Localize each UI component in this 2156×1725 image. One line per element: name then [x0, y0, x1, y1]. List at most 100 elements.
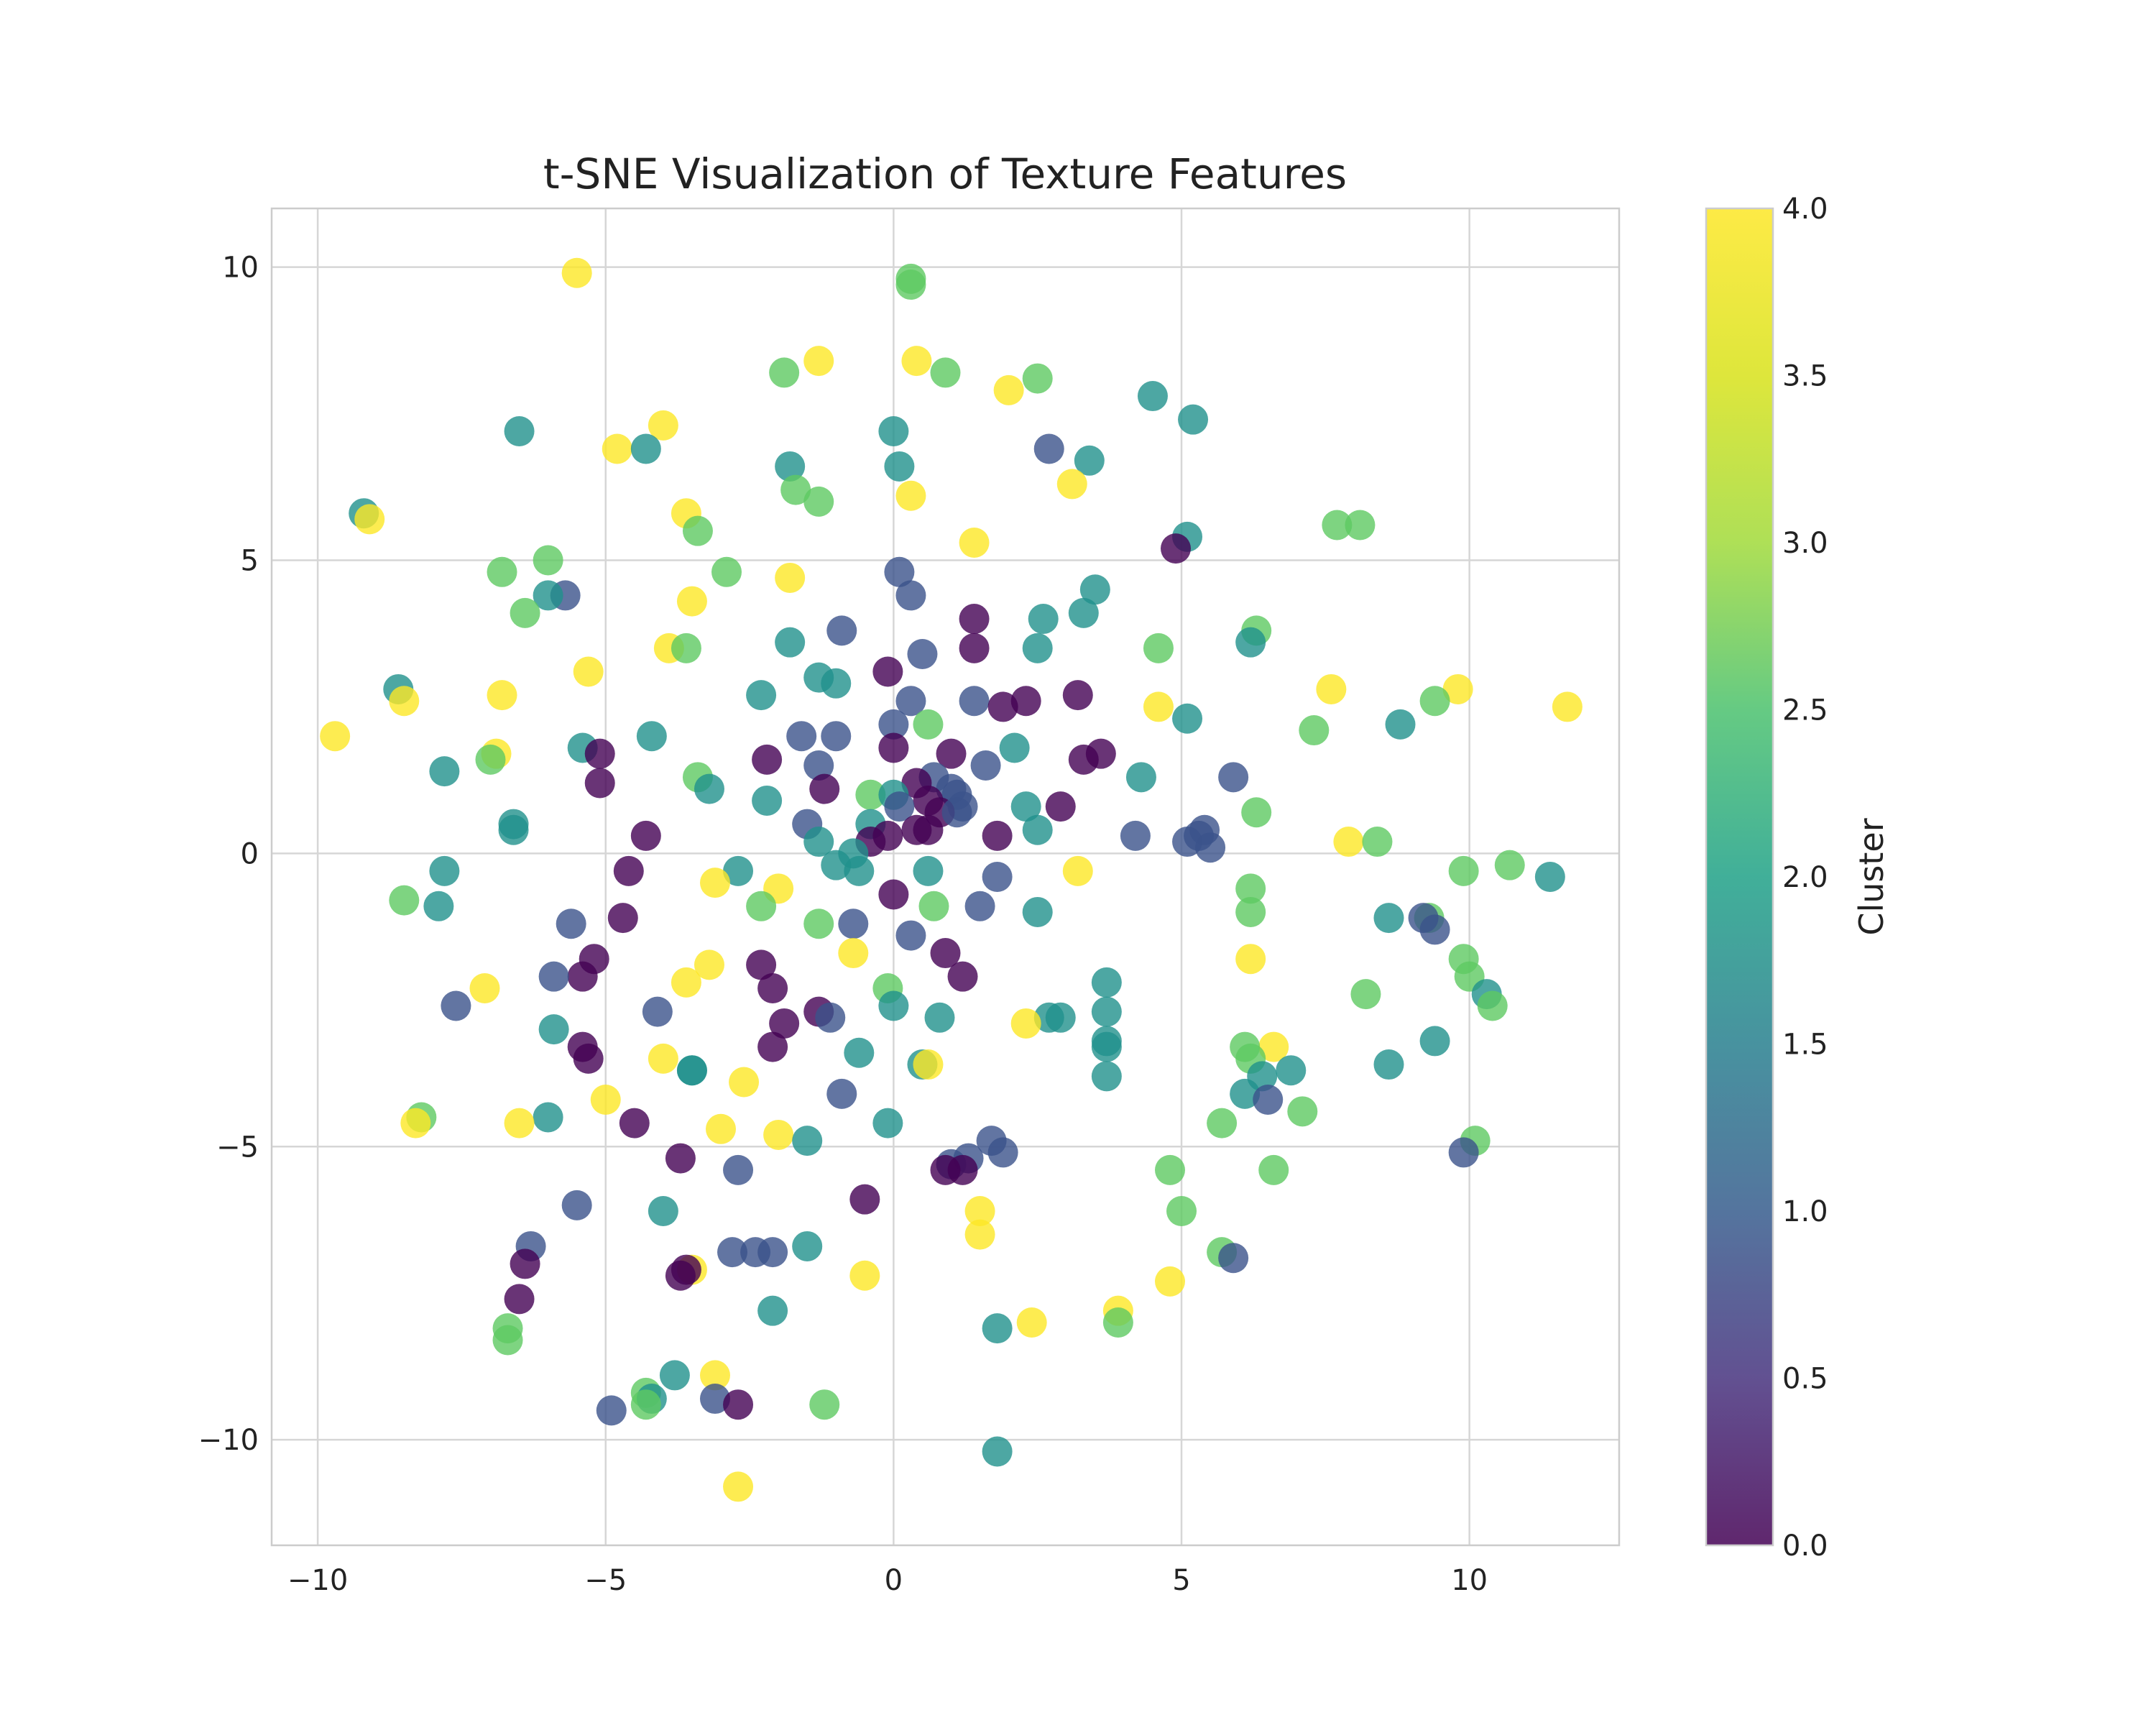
data-point — [884, 451, 915, 482]
data-point — [1068, 597, 1099, 628]
data-point — [895, 270, 926, 300]
data-point — [803, 750, 834, 781]
data-point — [1022, 896, 1053, 927]
data-point — [1074, 445, 1105, 476]
data-point — [538, 1014, 569, 1045]
data-point — [1166, 1196, 1197, 1226]
data-point — [803, 908, 834, 939]
data-point — [884, 791, 915, 822]
data-point — [699, 1360, 730, 1391]
data-point — [619, 1108, 650, 1138]
data-point — [648, 1196, 678, 1226]
data-point — [1161, 533, 1192, 564]
data-point — [1287, 1096, 1318, 1127]
data-point — [1010, 686, 1041, 717]
data-point — [429, 855, 460, 886]
data-point — [1010, 1008, 1041, 1039]
y-tick-label: −10 — [198, 1424, 259, 1457]
data-point — [809, 1389, 840, 1420]
data-point — [1010, 791, 1041, 822]
data-point — [964, 1219, 995, 1250]
data-point — [970, 750, 1001, 781]
data-point — [717, 1237, 748, 1268]
data-point — [1137, 381, 1168, 412]
data-point — [1362, 827, 1393, 857]
data-point — [538, 961, 569, 992]
data-point — [775, 627, 806, 658]
data-point — [872, 656, 903, 687]
data-point — [1419, 686, 1450, 717]
data-point — [849, 1260, 880, 1291]
y-tick-label: 10 — [222, 252, 259, 285]
data-point — [510, 597, 540, 628]
data-point — [757, 973, 788, 1003]
data-point — [752, 744, 783, 775]
data-point — [752, 785, 783, 816]
data-point — [596, 1395, 627, 1426]
data-point — [1022, 632, 1053, 663]
data-point — [533, 545, 563, 576]
data-point — [694, 773, 724, 804]
data-point — [838, 938, 869, 969]
data-point — [1235, 627, 1266, 658]
data-point — [602, 433, 632, 464]
data-point — [1419, 1026, 1450, 1057]
data-point — [1022, 814, 1053, 845]
data-point — [878, 709, 909, 740]
data-point — [757, 1237, 788, 1268]
data-point — [872, 1108, 903, 1138]
data-point — [757, 1031, 788, 1062]
data-point — [561, 257, 592, 288]
data-point — [878, 732, 909, 763]
data-point — [786, 721, 817, 752]
colorbar-tick-label: 1.5 — [1782, 1029, 1828, 1062]
x-tick-label: 5 — [1172, 1564, 1190, 1597]
data-point — [723, 855, 754, 886]
data-point — [1195, 832, 1226, 863]
y-axis-ticks: −10 −5 0 5 10 — [198, 252, 259, 1458]
data-point — [354, 504, 385, 535]
data-point — [1373, 1049, 1404, 1080]
data-point — [930, 357, 961, 388]
data-point — [1102, 1307, 1133, 1338]
data-point — [746, 680, 777, 711]
data-point — [763, 1119, 794, 1150]
data-point — [1172, 827, 1203, 857]
data-point — [1350, 979, 1381, 1010]
colorbar-ticks: 0.0 0.5 1.0 1.5 2.0 2.5 3.0 3.5 4.0 — [1782, 193, 1828, 1563]
data-point — [1322, 510, 1353, 540]
data-point — [573, 656, 604, 687]
y-tick-label: 5 — [241, 544, 259, 577]
data-point — [775, 562, 806, 593]
data-point — [821, 850, 852, 880]
x-tick-label: 0 — [885, 1564, 903, 1597]
data-point — [959, 686, 990, 717]
data-point — [1494, 850, 1525, 880]
data-point — [676, 586, 707, 617]
data-point — [930, 938, 961, 969]
data-point — [913, 709, 944, 740]
colorbar-tick-label: 3.0 — [1782, 527, 1828, 560]
data-point — [803, 346, 834, 377]
data-point — [510, 1248, 540, 1279]
data-point — [959, 604, 990, 635]
data-point — [504, 416, 535, 446]
data-point — [1419, 914, 1450, 945]
data-point — [1552, 691, 1583, 722]
data-point — [1091, 967, 1122, 998]
data-point — [1299, 715, 1330, 746]
data-point — [487, 680, 517, 711]
data-point — [1143, 632, 1174, 663]
data-point — [699, 1384, 730, 1414]
data-point — [1155, 1266, 1185, 1297]
data-point — [878, 879, 909, 910]
data-point — [584, 768, 615, 799]
data-point — [441, 990, 471, 1021]
data-point — [982, 1436, 1013, 1467]
data-point — [844, 855, 875, 886]
data-point — [769, 357, 800, 388]
colorbar-label: Cluster — [1852, 818, 1891, 935]
data-point — [584, 738, 615, 769]
data-point — [1022, 363, 1053, 394]
